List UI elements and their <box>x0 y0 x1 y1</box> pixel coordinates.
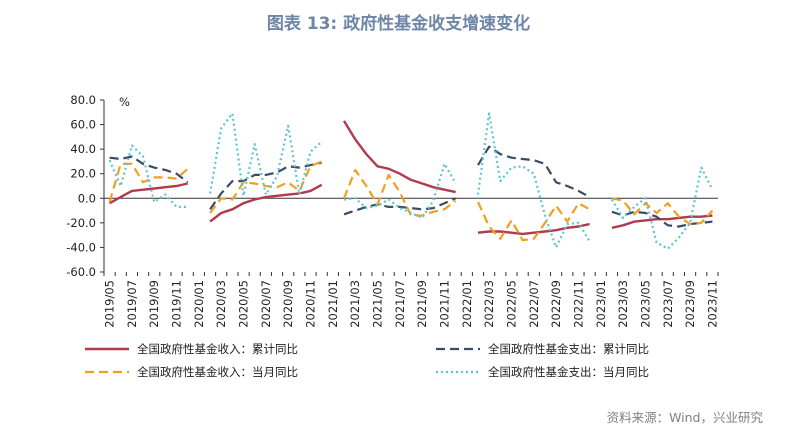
x-tick-label: 2022/03 <box>482 280 496 328</box>
x-tick-label: 2022/11 <box>571 280 585 328</box>
x-tick-label: 2023/07 <box>661 280 675 328</box>
series-line-2 <box>109 145 713 228</box>
x-tick-label: 2023/11 <box>705 280 719 328</box>
x-tick-label: 2023/01 <box>594 280 608 328</box>
series-layer <box>108 112 714 250</box>
x-tick-label: 2020/07 <box>259 280 273 328</box>
x-tick-label: 2023/09 <box>683 280 697 328</box>
y-unit-label: % <box>119 95 130 109</box>
x-tick-label: 2021/07 <box>393 280 407 328</box>
y-tick-label: -40.0 <box>66 240 96 254</box>
legend: 全国政府性基金收入：累计同比 全国政府性基金支出：累计同比全国政府性基金收入：当月… <box>85 342 649 379</box>
series-line-1 <box>109 120 713 236</box>
legend-label-3: 全国政府性基金收入：当月同比 <box>137 365 298 379</box>
legend-label-2: 全国政府性基金支出：累计同比 <box>488 342 649 356</box>
y-tick-label: 0.0 <box>78 191 96 205</box>
x-tick-label: 2022/07 <box>527 280 541 328</box>
x-tick-label: 2020/03 <box>214 280 228 328</box>
x-tick-label: 2019/07 <box>125 280 139 328</box>
axes: 80.0 60.0 40.0 20.0 0.0 -20.0 -40.0 -60.0% 2019/… <box>66 93 719 328</box>
y-tick-label: -20.0 <box>66 216 96 230</box>
x-tick-label: 2020/05 <box>237 280 251 328</box>
x-tick-label: 2021/11 <box>437 280 451 328</box>
x-tick-label: 2021/05 <box>371 280 385 328</box>
x-tick-label: 2022/01 <box>460 280 474 328</box>
x-tick-label: 2020/11 <box>304 280 318 328</box>
legend-label-1: 全国政府性基金收入：累计同比 <box>137 342 298 356</box>
x-tick-label: 2022/09 <box>549 280 563 328</box>
y-tick-label: 60.0 <box>70 118 96 132</box>
x-tick-label: 2023/05 <box>638 280 652 328</box>
y-tick-label: 80.0 <box>70 93 96 107</box>
series-line-3 <box>108 160 714 242</box>
x-tick-label: 2019/09 <box>147 280 161 328</box>
y-tick-label: -60.0 <box>66 265 96 279</box>
x-tick-label: 2020/09 <box>281 280 295 328</box>
legend-label-4: 全国政府性基金支出：当月同比 <box>488 365 649 379</box>
x-tick-label: 2021/03 <box>348 280 362 328</box>
chart-title: 图表 13: 政府性基金收支增速变化 <box>266 14 531 34</box>
x-tick-label: 2019/11 <box>170 280 184 328</box>
x-tick-label: 2022/05 <box>504 280 518 328</box>
x-tick-label: 2021/01 <box>326 280 340 328</box>
x-tick-label: 2021/09 <box>415 280 429 328</box>
y-tick-label: 40.0 <box>70 142 96 156</box>
source-note: 资料来源：Wind，兴业研究 <box>606 410 763 425</box>
x-tick-label: 2020/01 <box>192 280 206 328</box>
x-tick-label: 2019/05 <box>103 280 117 328</box>
x-tick-label: 2023/03 <box>616 280 630 328</box>
y-tick-label: 20.0 <box>70 167 96 181</box>
